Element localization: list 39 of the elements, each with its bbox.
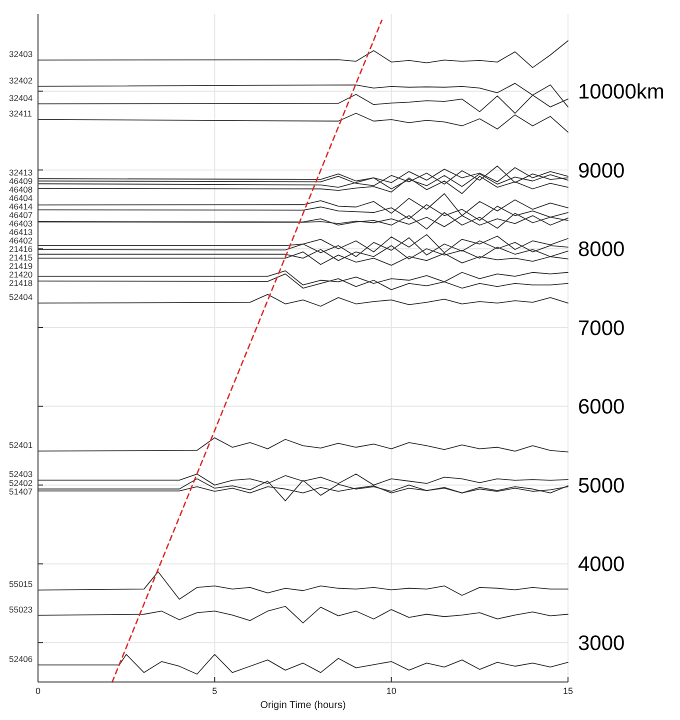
series-label: 21419 xyxy=(9,261,33,272)
x-tick-label: 10 xyxy=(386,686,396,696)
y-tick-label: 4000 xyxy=(578,553,625,576)
series-label: 55015 xyxy=(9,579,33,590)
series-label: 46413 xyxy=(9,227,33,238)
series-label: 46408 xyxy=(9,184,33,195)
series-label: 46407 xyxy=(9,210,33,220)
x-axis-title: Origin Time (hours) xyxy=(260,700,346,711)
y-tick-label: 5000 xyxy=(578,474,625,498)
series-label: 46402 xyxy=(9,236,33,246)
series-label: 21416 xyxy=(9,244,33,254)
series-label: 55023 xyxy=(9,604,33,614)
series-label: 32402 xyxy=(9,75,33,86)
series-label: 46403 xyxy=(9,218,33,229)
x-tick-label: 0 xyxy=(35,686,41,696)
series-label: 52404 xyxy=(9,292,33,302)
series-label: 52403 xyxy=(9,469,33,480)
y-tick-label: 7000 xyxy=(578,316,625,340)
series-label: 32411 xyxy=(9,108,32,118)
y-tick-label: 8000 xyxy=(578,238,625,262)
legend-label: 32404 xyxy=(9,92,33,103)
y-tick-label: 3000 xyxy=(578,632,625,655)
series-label: 46404 xyxy=(9,193,33,204)
series-label: 46414 xyxy=(9,202,33,212)
series-label: 52401 xyxy=(9,440,33,450)
series-label: 21420 xyxy=(9,270,33,280)
x-tick-label: 5 xyxy=(212,686,218,696)
legend-label: 51407 xyxy=(9,486,33,497)
x-tick-label: 15 xyxy=(562,686,574,696)
series-label: 32403 xyxy=(9,49,33,60)
series-label: 52406 xyxy=(9,654,33,664)
y-tick-label: 10000km xyxy=(578,80,664,104)
y-tick-label: 9000 xyxy=(578,159,625,182)
series-label: 52402 xyxy=(9,478,33,488)
y-tick-label: 6000 xyxy=(578,396,625,419)
series-label: 21418 xyxy=(9,278,33,288)
series-label: 46409 xyxy=(9,176,33,186)
legend-label: 32413 xyxy=(9,168,33,178)
legend-label: 21415 xyxy=(9,252,33,263)
